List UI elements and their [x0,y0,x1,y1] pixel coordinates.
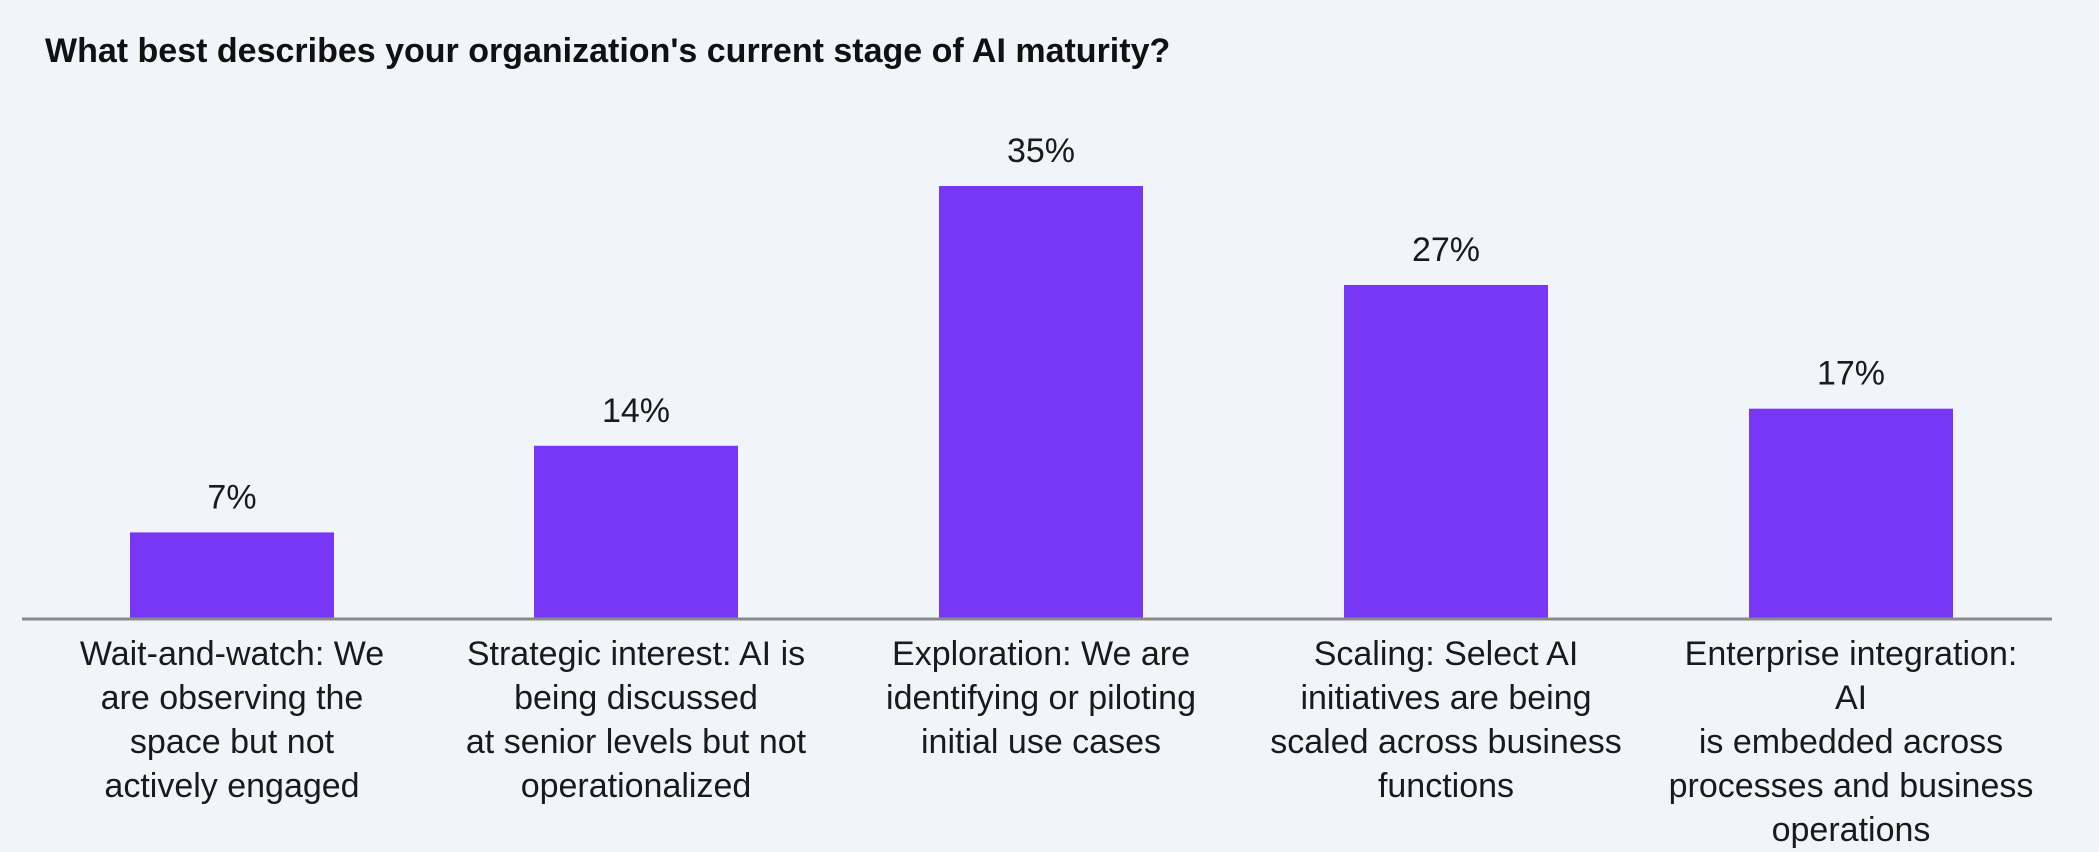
chart-title: What best describes your organization's … [45,32,1171,70]
category-label-3: Exploration: We are identifying or pilot… [886,635,1196,761]
data-label-2: 14% [602,392,670,430]
bar-5 [1749,408,1953,619]
bar-2 [534,445,738,619]
category-label-5: Enterprise integration: AI is embedded a… [1668,635,2034,849]
data-label-3: 35% [1007,132,1075,170]
data-label-5: 17% [1817,355,1885,393]
data-label-1: 7% [207,478,256,516]
category-label-2: Strategic interest: AI is being discusse… [465,635,807,805]
bar-1 [130,532,334,619]
category-label-1: Wait-and-watch: We are observing the spa… [79,635,385,805]
bar-3 [939,186,1143,619]
category-label-4: Scaling: Select AI initiatives are being… [1270,635,1622,805]
data-label-4: 27% [1412,231,1480,269]
bar-4 [1344,284,1548,619]
